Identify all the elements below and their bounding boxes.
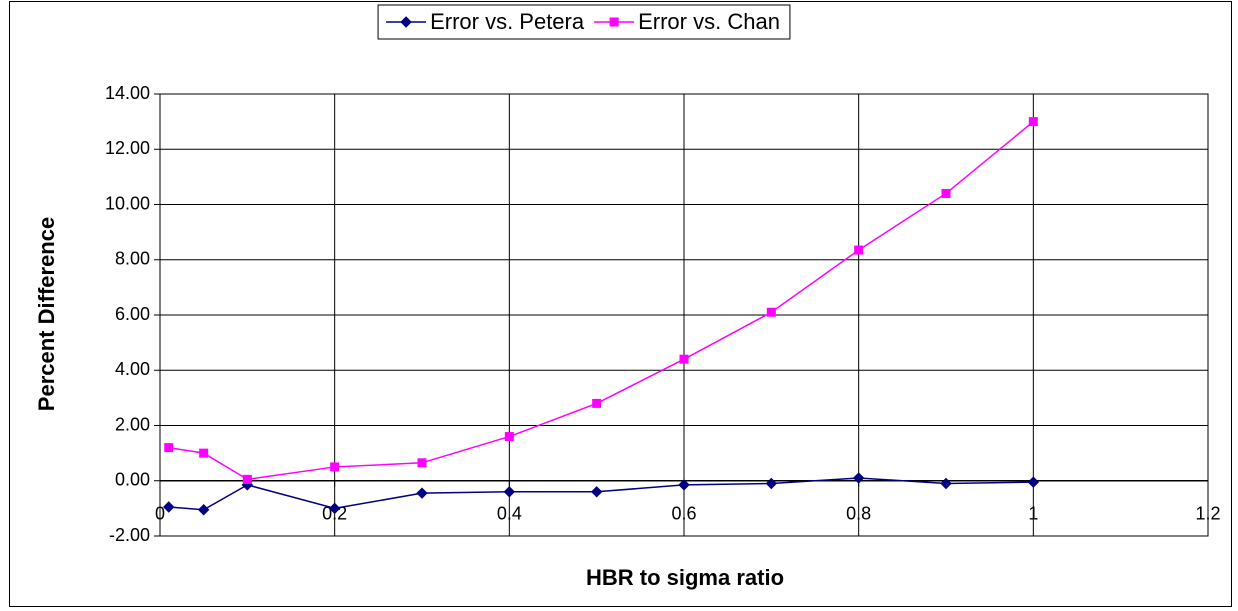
x-axis-title: HBR to sigma ratio xyxy=(586,565,784,590)
y-tick-label: 4.00 xyxy=(115,359,150,379)
marker xyxy=(330,462,340,472)
marker xyxy=(941,188,951,198)
marker xyxy=(854,245,864,255)
marker xyxy=(242,474,252,484)
marker xyxy=(416,487,428,499)
marker xyxy=(1028,117,1038,127)
y-tick-label: 14.00 xyxy=(105,83,150,103)
x-tick-label: 0.6 xyxy=(671,504,696,524)
y-tick-label: 2.00 xyxy=(115,414,150,434)
marker xyxy=(940,477,952,490)
x-tick-label: 1.2 xyxy=(1195,504,1220,524)
y-axis-title: Percent Difference xyxy=(34,217,59,411)
x-tick-label: 0.8 xyxy=(846,504,871,524)
series-line xyxy=(168,121,1034,481)
y-tick-label: 8.00 xyxy=(115,249,150,269)
x-tick-label: 0.4 xyxy=(497,504,522,524)
series-line xyxy=(168,477,1034,511)
legend-box xyxy=(377,4,791,40)
marker xyxy=(400,16,412,28)
y-tick-label: 6.00 xyxy=(115,304,150,324)
y-tick-label: 12.00 xyxy=(105,138,150,158)
x-tick-label: 1 xyxy=(1028,504,1038,524)
marker xyxy=(328,502,341,515)
marker xyxy=(1027,476,1040,488)
marker xyxy=(592,398,602,408)
marker xyxy=(164,443,174,453)
legend: Error vs. Petera Error vs. Chan xyxy=(377,4,791,40)
marker xyxy=(199,448,209,458)
legend-label: Error vs. Chan xyxy=(638,9,780,34)
marker xyxy=(678,479,690,491)
marker xyxy=(609,17,619,27)
y-tick-label: 0.00 xyxy=(115,470,150,490)
x-tick-label: 0 xyxy=(155,504,165,524)
marker xyxy=(766,307,776,317)
y-tick-label: 10.00 xyxy=(105,193,150,213)
marker xyxy=(417,458,427,468)
marker xyxy=(197,504,210,516)
marker xyxy=(679,354,689,364)
y-tick-label: -2.00 xyxy=(109,525,150,545)
marker xyxy=(504,432,514,442)
marker xyxy=(852,472,865,484)
marker xyxy=(163,501,175,513)
marker xyxy=(765,477,778,490)
marker xyxy=(590,486,603,498)
marker xyxy=(503,486,516,498)
legend-label: Error vs. Petera xyxy=(430,9,585,34)
